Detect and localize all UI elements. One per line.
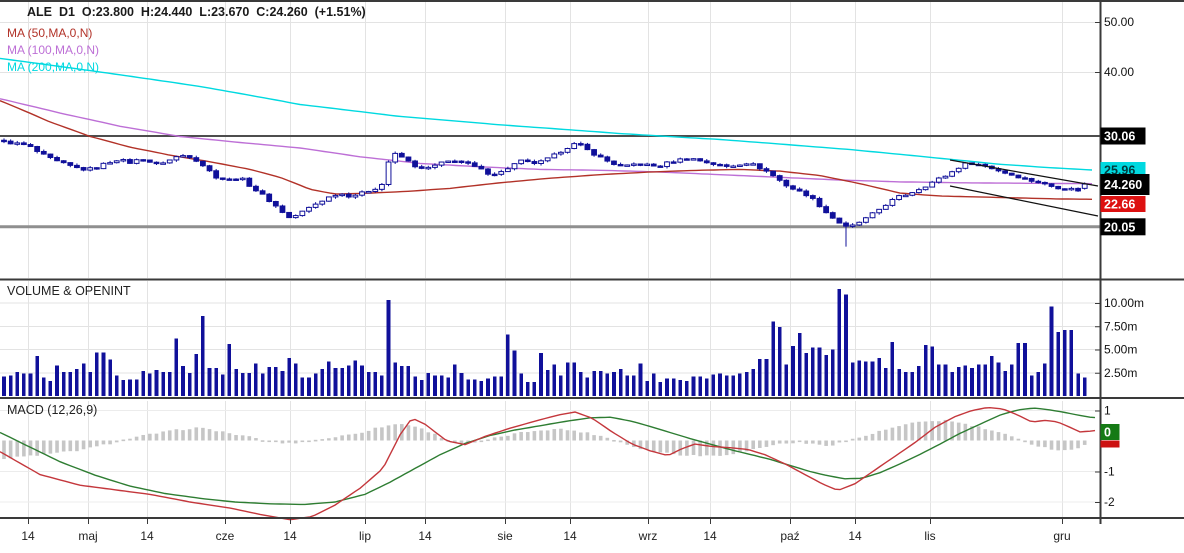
svg-text:14: 14 — [848, 529, 862, 543]
legend-ma50: MA (50,MA,0,N) — [7, 26, 93, 40]
ohlc-header: ALE D1 O:23.800 H:24.440 L:23.670 C:24.2… — [27, 5, 366, 19]
svg-text:10.00m: 10.00m — [1104, 296, 1144, 310]
svg-text:14: 14 — [283, 529, 297, 543]
gridlines — [0, 1, 1100, 517]
macd-signal-line — [0, 407, 1096, 506]
svg-text:gru: gru — [1053, 529, 1070, 543]
svg-text:14: 14 — [703, 529, 717, 543]
svg-text:22.66: 22.66 — [1104, 198, 1135, 212]
svg-text:lip: lip — [359, 529, 371, 543]
macd-pane-title: MACD (12,26,9) — [7, 403, 98, 417]
legend-ma100: MA (100,MA,0,N) — [7, 43, 100, 57]
svg-text:20.05: 20.05 — [1104, 220, 1135, 234]
svg-text:30.06: 30.06 — [1104, 130, 1135, 144]
svg-text:lis: lis — [924, 529, 935, 543]
svg-text:14: 14 — [140, 529, 154, 543]
pane-borders — [0, 0, 1184, 524]
ma-line-ma50 — [0, 100, 1093, 200]
svg-text:1: 1 — [1104, 404, 1111, 418]
volume-pane-title: VOLUME & OPENINT — [7, 284, 131, 298]
svg-text:cze: cze — [216, 529, 235, 543]
ma-line-ma100 — [0, 98, 1093, 185]
svg-text:0: 0 — [1104, 426, 1111, 440]
svg-text:14: 14 — [563, 529, 577, 543]
svg-text:14: 14 — [21, 529, 35, 543]
legend-ma200: MA (200,MA,0,N) — [7, 60, 100, 74]
macd-line — [0, 406, 1096, 521]
svg-text:maj: maj — [78, 529, 97, 543]
svg-text:-2: -2 — [1104, 495, 1115, 509]
svg-text:sie: sie — [497, 529, 513, 543]
axis-labels: 50.00 40.00 10.00m 7.50m 5.00m 2.50m 1 -1 -2 14 ma… — [21, 15, 1144, 543]
macd-pane-graphics — [0, 406, 1096, 521]
ma-line-ma200 — [0, 57, 1093, 171]
svg-text:7.50m: 7.50m — [1104, 319, 1137, 333]
svg-text:24.260: 24.260 — [1104, 178, 1142, 192]
svg-text:40.00: 40.00 — [1104, 65, 1134, 79]
svg-text:50.00: 50.00 — [1104, 15, 1134, 29]
svg-text:-1: -1 — [1104, 465, 1115, 479]
svg-text:5.00m: 5.00m — [1104, 343, 1137, 357]
price-levels — [0, 135, 1100, 229]
ma-lines — [0, 57, 1093, 200]
volume-bars — [2, 289, 1087, 396]
svg-text:14: 14 — [418, 529, 432, 543]
svg-text:paź: paź — [780, 529, 799, 543]
svg-text:2.50m: 2.50m — [1104, 366, 1137, 380]
trendlines — [949, 159, 1099, 217]
svg-text:wrz: wrz — [638, 529, 658, 543]
